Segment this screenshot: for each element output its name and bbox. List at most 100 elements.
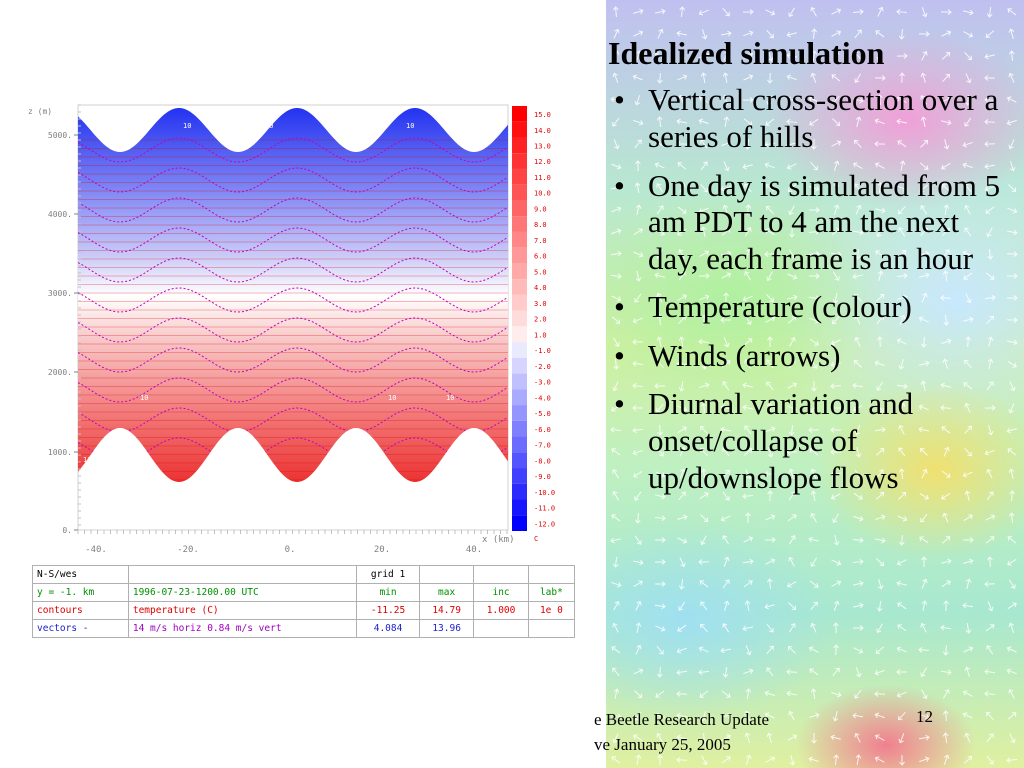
wind-arrow-icon <box>767 447 774 458</box>
wind-arrow-icon <box>987 601 994 612</box>
table-cell: 1996-07-23-1200.00 UTC <box>127 583 358 602</box>
wind-arrow-icon <box>940 669 952 676</box>
wind-arrow-icon <box>808 427 820 434</box>
wind-arrow-icon <box>701 755 708 766</box>
wind-arrow-icon <box>964 490 971 501</box>
colorbar-swatch <box>512 515 527 531</box>
wind-arrow-icon <box>964 756 973 764</box>
wind-arrow-icon <box>942 227 950 237</box>
colorbar-swatch <box>512 184 527 201</box>
wind-arrow-icon <box>613 28 620 39</box>
colorbar-label: 6.0 <box>534 253 547 261</box>
wind-arrow-icon <box>635 600 642 611</box>
wind-arrow-icon <box>810 622 817 633</box>
contour-label: 10 <box>388 394 396 402</box>
wind-arrow-icon <box>635 754 642 765</box>
wind-arrow-icon <box>654 162 665 169</box>
wind-arrow-icon <box>742 558 754 565</box>
wind-arrow-icon <box>943 139 950 150</box>
wind-arrow-icon <box>744 227 752 237</box>
wind-arrow-icon <box>676 360 688 367</box>
wind-arrow-icon <box>919 272 930 279</box>
wind-arrow-icon <box>744 447 753 456</box>
wind-arrow-icon <box>764 537 776 543</box>
wind-arrow-icon <box>742 625 754 632</box>
wind-arrow-icon <box>611 206 622 213</box>
wind-arrow-icon <box>788 556 795 567</box>
wind-arrow-icon <box>787 273 798 280</box>
wind-arrow-icon <box>896 559 907 566</box>
wind-arrow-icon <box>679 557 686 568</box>
wind-arrow-icon <box>941 492 951 500</box>
wind-arrow-icon <box>876 336 883 348</box>
wind-arrow-icon <box>786 581 797 588</box>
wind-arrow-icon <box>832 271 840 281</box>
wind-arrow-icon <box>808 756 819 763</box>
wind-arrow-icon <box>919 536 929 544</box>
wind-arrow-icon <box>765 426 776 433</box>
wind-arrow-icon <box>700 623 708 632</box>
wind-arrow-icon <box>699 492 709 500</box>
wind-arrow-icon <box>877 579 884 590</box>
wind-arrow-icon <box>898 227 906 237</box>
wind-arrow-icon <box>700 226 707 237</box>
wind-arrow-icon <box>874 734 885 741</box>
wind-arrow-icon <box>831 228 841 236</box>
wind-arrow-icon <box>744 710 751 721</box>
wind-arrow-icon <box>633 228 643 236</box>
wind-arrow-icon <box>830 361 841 368</box>
wind-arrow-icon <box>942 512 949 523</box>
wind-arrow-icon <box>723 50 730 61</box>
colorbar-swatch <box>512 200 527 217</box>
wind-arrow-icon <box>921 578 928 589</box>
wind-arrow-icon <box>743 338 753 346</box>
wind-arrow-icon <box>767 490 773 502</box>
wind-arrow-icon <box>766 95 773 106</box>
wind-arrow-icon <box>943 754 950 765</box>
colorbar-label: -1.0 <box>534 347 551 355</box>
wind-arrow-icon <box>810 403 818 413</box>
wind-arrow-icon <box>632 449 643 456</box>
colorbar-label: -12.0 <box>534 520 555 528</box>
wind-arrow-icon <box>940 624 952 631</box>
wind-arrow-icon <box>921 292 928 303</box>
wind-arrow-icon <box>876 227 883 238</box>
colorbar-label: -5.0 <box>534 410 551 418</box>
wind-arrow-icon <box>854 336 861 347</box>
plot-info-table: N-S/wes grid 1 y = -1. km 1996-07-23-120… <box>32 565 576 638</box>
wind-arrow-icon <box>964 204 971 215</box>
wind-arrow-icon <box>698 96 709 103</box>
wind-arrow-icon <box>699 425 708 434</box>
wind-arrow-icon <box>767 336 773 347</box>
wind-arrow-icon <box>875 250 885 258</box>
wind-arrow-icon <box>876 94 883 106</box>
wind-arrow-icon <box>676 30 688 37</box>
wind-arrow-icon <box>744 358 751 369</box>
wind-arrow-icon <box>854 425 861 436</box>
wind-arrow-icon <box>832 667 840 677</box>
wind-arrow-icon <box>963 272 973 280</box>
wind-arrow-icon <box>613 50 620 61</box>
wind-arrow-icon <box>677 426 687 434</box>
wind-arrow-icon <box>656 666 663 678</box>
wind-arrow-icon <box>610 713 622 720</box>
wind-arrow-icon <box>831 559 842 566</box>
wind-arrow-icon <box>965 622 972 634</box>
wind-arrow-icon <box>632 427 644 434</box>
wind-arrow-icon <box>744 138 751 150</box>
wind-arrow-icon <box>876 315 884 325</box>
wind-arrow-icon <box>722 94 729 105</box>
wind-arrow-icon <box>656 116 663 128</box>
wind-arrow-icon <box>942 710 949 722</box>
wind-arrow-icon <box>700 711 707 722</box>
wind-arrow-icon <box>853 162 863 170</box>
wind-arrow-icon <box>654 52 665 59</box>
wind-arrow-icon <box>986 556 993 568</box>
wind-arrow-icon <box>963 316 974 323</box>
wind-arrow-icon <box>984 118 996 125</box>
wind-arrow-icon <box>613 688 620 699</box>
wind-arrow-icon <box>699 382 710 389</box>
wind-arrow-icon <box>830 427 842 433</box>
wind-arrow-icon <box>679 6 686 18</box>
wind-arrow-icon <box>611 163 622 170</box>
